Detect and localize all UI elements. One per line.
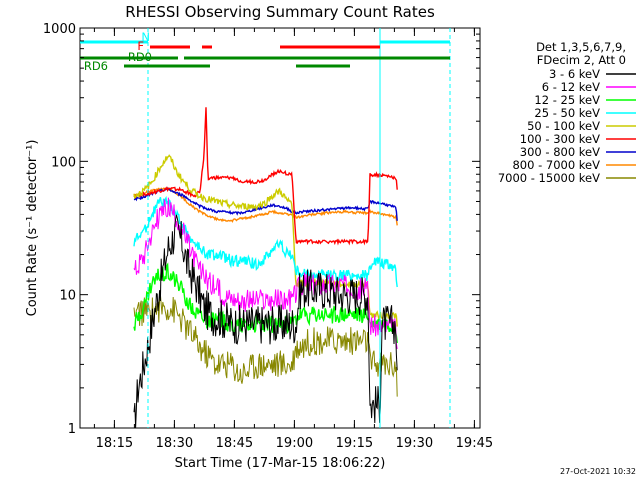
x-tick-label: 19:15	[336, 436, 373, 451]
legend-entry-label: 6 - 12 keV	[542, 80, 600, 94]
series-line	[133, 187, 398, 221]
x-tick-label: 19:45	[456, 436, 493, 451]
y-tick-label: 1000	[43, 22, 76, 37]
y-tick-label: 10	[59, 289, 76, 304]
legend: Det 1,3,5,6,7,9,FDecim 2, Att 03 - 6 keV…	[498, 40, 636, 185]
x-tick-label: 19:00	[276, 436, 313, 451]
footer-timestamp: 27-Oct-2021 10:32	[560, 467, 636, 476]
series-layer	[133, 107, 398, 429]
legend-entry-label: 800 - 7000 keV	[512, 158, 600, 172]
legend-entry-label: 7000 - 15000 keV	[498, 171, 600, 185]
legend-header: Det 1,3,5,6,7,9,	[536, 40, 626, 54]
x-tick-label: 18:45	[216, 436, 253, 451]
legend-entry-label: 100 - 300 keV	[520, 132, 600, 146]
series-line	[133, 107, 398, 246]
flag-bar-label: RD0	[128, 50, 152, 64]
series-line	[133, 214, 398, 429]
series-line	[133, 195, 398, 288]
flag-bar-label: N	[141, 30, 150, 44]
vertical-marker-layer	[147, 28, 451, 428]
flag-bar-label: RD6	[84, 59, 108, 73]
axis-layer: 18:15 18:30 18:45 19:00 19:15 19:30 19:45 1 10 10…	[43, 22, 493, 451]
x-tick-label: 18:30	[156, 436, 193, 451]
series-line	[133, 294, 398, 397]
legend-entry-label: 50 - 100 keV	[527, 119, 600, 133]
legend-entry-label: 300 - 800 keV	[520, 145, 600, 159]
y-tick-label: 100	[51, 155, 76, 170]
y-tick-label: 1	[68, 422, 76, 437]
x-tick-label: 19:30	[396, 436, 433, 451]
plot-frame	[79, 27, 481, 429]
legend-entry-label: 12 - 25 keV	[534, 93, 600, 107]
flag-bar-label: F	[137, 39, 144, 53]
chart-title: RHESSI Observing Summary Count Rates	[125, 3, 435, 21]
legend-header: FDecim 2, Att 0	[537, 53, 626, 67]
series-line	[133, 187, 398, 226]
y-axis-label: Count Rate (s⁻¹ detector⁻¹)	[25, 140, 40, 317]
x-tick-label: 18:15	[96, 436, 133, 451]
x-axis-label: Start Time (17-Mar-15 18:06:22)	[175, 456, 386, 471]
legend-entry-label: 3 - 6 keV	[549, 67, 600, 81]
legend-entry-label: 25 - 50 keV	[534, 106, 600, 120]
